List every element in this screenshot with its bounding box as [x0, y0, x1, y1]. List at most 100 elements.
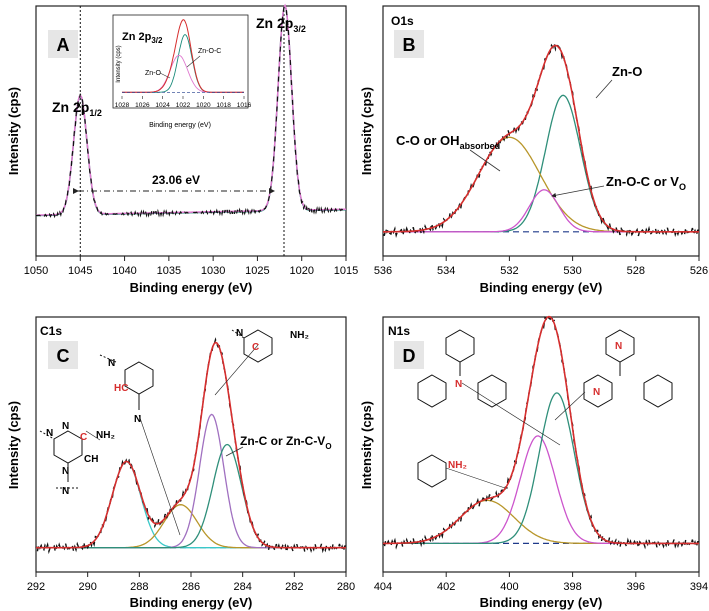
panel-d-leader-3	[445, 467, 506, 489]
panel-a-inset-leader-znoc	[186, 55, 201, 68]
panel-c-bond-mid-1	[99, 354, 117, 363]
panel-a-inset-label-znoc: Zn-O-C	[198, 48, 221, 55]
panel-d-curves	[382, 313, 700, 550]
panel-c-atom-n3: N	[62, 421, 69, 432]
panel-c-molecule-middle	[99, 354, 181, 536]
panel-a-x-tick-label-7: 1015	[334, 265, 358, 277]
panel-b-x-tick-label-0: 536	[374, 265, 392, 277]
panel-d-peak-1	[383, 435, 699, 545]
panel-c-molecule-right	[214, 329, 273, 396]
panel-b-label-box	[394, 30, 424, 58]
panel-d-ring-top-left	[445, 329, 475, 363]
panel-b-x-tick-label-4: 528	[627, 265, 645, 277]
panel-c-bond-right-1	[231, 329, 245, 339]
panel-c-bond-left-1	[39, 430, 55, 440]
panel-b-envelope	[383, 44, 699, 233]
panel-a-inset-x-label: Binding energy (eV)	[149, 122, 211, 129]
panel-c-atom-n-mid1: N	[108, 358, 115, 369]
panel-d-x-tick-label-0: 404	[374, 581, 392, 593]
panel-c-label: C	[57, 346, 70, 366]
panel-c: 292 290 288 286 284 282 280 C1s C Binding ener…	[6, 316, 355, 610]
panel-a-annotation-delta: 23.06 eV	[152, 173, 200, 187]
panel-b-label-znoc: Zn-O-C or VO	[606, 174, 686, 192]
panel-b-frame	[382, 5, 700, 257]
panel-c-atom-nh2-right: NH₂	[290, 330, 309, 341]
panel-d-atom-nh2: NH₂	[448, 460, 467, 471]
panel-a-curves	[35, 3, 347, 256]
panel-c-leader-middle	[138, 414, 181, 536]
panel-d-x-tick-label-2: 400	[500, 581, 518, 593]
panel-d-x-tick-label-4: 396	[627, 581, 645, 593]
panel-b-x-ticks: 536 534 532 530 528 526	[374, 256, 708, 277]
panel-c-atom-n-right: N	[236, 328, 243, 339]
panel-a-inset-tick-label-1: 1026	[135, 102, 150, 109]
panel-c-title: C1s	[40, 324, 62, 338]
panel-a-frame	[35, 5, 347, 257]
panel-c-x-tick-label-2: 288	[130, 581, 148, 593]
panel-a-x-ticks: 1050 1045 1040 1035 1030 1025 1020 1015	[24, 256, 358, 277]
panel-a-x-tick-label-5: 1025	[245, 265, 269, 277]
panel-a-inset: 1028 1026 1024 1022 1020 1018 1016 Zn 2p3/2 Bi…	[112, 14, 252, 129]
panel-b-title: O1s	[391, 14, 414, 28]
panel-c-x-tick-label-1: 290	[78, 581, 96, 593]
panel-d-x-tick-label-5: 394	[690, 581, 708, 593]
panel-d-title: N1s	[388, 324, 410, 338]
panel-c-label-znc: Zn-C or Zn-C-VO	[240, 434, 332, 451]
panel-c-peak-1	[36, 504, 346, 549]
panel-b-x-label: Binding energy (eV)	[480, 280, 603, 295]
panel-a-x-label: Binding energy (eV)	[130, 280, 253, 295]
panel-a-inset-y-label: Intensity (cps)	[116, 45, 122, 82]
panel-c-curves	[35, 337, 347, 555]
panel-b-x-tick-label-1: 534	[437, 265, 455, 277]
panel-a-inset-tick-label-6: 1016	[237, 102, 252, 109]
panel-c-atom-c-red-left: C	[80, 432, 87, 443]
panel-a-y-label: Intensity (cps)	[6, 87, 21, 175]
panel-d-ring-mid	[477, 374, 507, 408]
panel-b-leader-znoc	[551, 185, 605, 198]
panel-d-atom-n-red-3: N	[593, 387, 600, 398]
panel-a-annotation-zn2p12: Zn 2p1/2	[52, 99, 102, 118]
panel-c-x-tick-label-3: 286	[182, 581, 200, 593]
panel-d-ring-left	[417, 374, 447, 408]
panel-c-atom-nh2-left: NH₂	[96, 430, 115, 441]
panel-a-x-tick-label-0: 1050	[24, 265, 48, 277]
panel-b-label-zno: Zn-O	[612, 64, 642, 79]
panel-c-atom-ch-left: CH	[84, 454, 98, 465]
panel-a-inset-label-zno: Zn-O	[145, 70, 162, 77]
panel-b-leader-co	[469, 149, 501, 172]
panel-a-annotation-zn2p32: Zn 2p3/2	[256, 15, 306, 34]
panel-a-raw-data	[35, 5, 347, 219]
panel-d-molecules	[417, 329, 673, 489]
panel-a-x-tick-label-4: 1030	[201, 265, 225, 277]
panel-d-ring-right-a	[583, 374, 613, 408]
panel-d-peak-0	[383, 499, 699, 545]
panel-b-x-tick-label-3: 530	[563, 265, 581, 277]
panel-d-ring-right-b	[643, 374, 673, 408]
panel-a-inset-tick-label-4: 1020	[196, 102, 211, 109]
panel-b-x-tick-label-5: 526	[690, 265, 708, 277]
panel-b-peak-2	[383, 189, 699, 233]
panel-c-ring-middle	[124, 361, 154, 395]
panel-c-ring-left	[53, 430, 83, 464]
panel-c-x-ticks: 292 290 288 286 284 282 280	[27, 572, 355, 593]
panel-d-raw-data	[382, 313, 700, 550]
panel-d-label-box	[394, 341, 424, 369]
panel-a-inset-tick-label-5: 1018	[216, 102, 231, 109]
panel-d-x-tick-label-1: 402	[437, 581, 455, 593]
panel-c-label-box	[48, 341, 78, 369]
panel-c-x-tick-label-0: 292	[27, 581, 45, 593]
panel-d-x-tick-label-3: 398	[563, 581, 581, 593]
panel-c-molecule-left	[39, 430, 101, 489]
panel-c-atom-n4: N	[62, 486, 69, 497]
panel-c-y-label: Intensity (cps)	[6, 401, 21, 489]
panel-a-inset-curves	[122, 19, 244, 93]
panel-d-y-label: Intensity (cps)	[359, 401, 374, 489]
panel-d-label: D	[403, 346, 416, 366]
panel-a-inset-tick-label-2: 1024	[155, 102, 170, 109]
panel-d-x-label: Binding energy (eV)	[480, 595, 603, 610]
panel-a-inset-frame	[112, 14, 249, 109]
panel-c-atom-n-mid2: N	[134, 414, 141, 425]
panel-a-inset-ticks: 1028 1026 1024 1022 1020 1018 1016	[115, 96, 252, 109]
panel-c-atom-c-red-right: C	[252, 342, 259, 353]
panel-d-leader-2	[554, 391, 586, 421]
